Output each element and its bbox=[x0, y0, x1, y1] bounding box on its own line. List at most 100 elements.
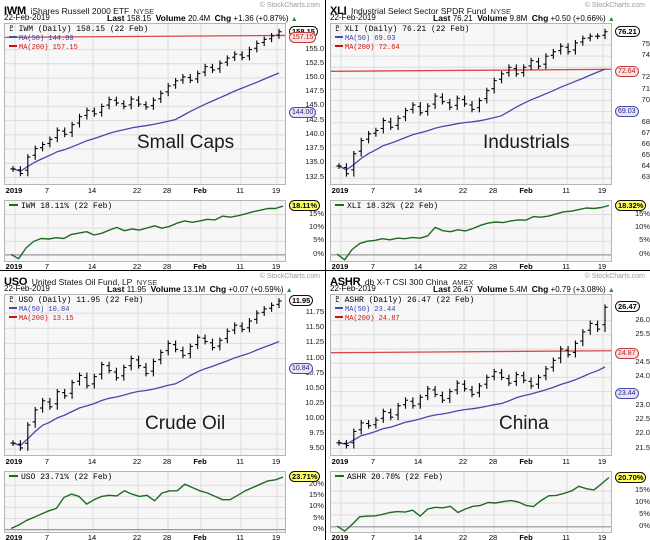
perf-plot-iwm[interactable]: IWM 18.11% (22 Feb) bbox=[4, 200, 286, 262]
perf-legend: IWM 18.11% (22 Feb) bbox=[9, 202, 112, 211]
x-tick: 19 bbox=[597, 533, 607, 540]
exchange-label: NYSE bbox=[490, 7, 511, 16]
y-tick: 72 bbox=[641, 72, 650, 82]
y-tick: 140.0 bbox=[305, 128, 324, 138]
y-tick: 10% bbox=[308, 222, 324, 231]
panel-header: USO United States Oil Fund, LP NYSE © Sto… bbox=[4, 272, 323, 296]
quote-date: 22-Feb-2019 bbox=[4, 284, 50, 293]
x-tick: 2019 bbox=[331, 457, 349, 466]
x-tick: 14 bbox=[87, 533, 97, 540]
y-tick: 11.75 bbox=[305, 307, 324, 317]
y-tick: 10.50 bbox=[305, 382, 324, 392]
panel-xli: XLI Industrial Select Sector SPDR Fund N… bbox=[325, 0, 650, 270]
perf-tag: 18.32% bbox=[615, 200, 647, 211]
price-plot-iwm[interactable]: ♇ IWM (Daily) 158.15 (22 Feb) MA(50) 144.… bbox=[4, 23, 286, 185]
perf-plot-ashr[interactable]: ASHR 20.70% (22 Feb) bbox=[330, 471, 612, 533]
chg-label: Chg bbox=[214, 13, 232, 23]
x-tick: 11 bbox=[236, 186, 244, 195]
x-tick: 2019 bbox=[5, 533, 23, 540]
x-tick: 7 bbox=[44, 533, 50, 540]
legend-ma200: MA(200) 13.15 bbox=[9, 315, 143, 325]
legend-ma200: MA(200) 157.15 bbox=[9, 44, 148, 54]
stockcharts-watermark: © StockCharts.com bbox=[259, 2, 320, 9]
price-plot-ashr[interactable]: ♇ ASHR (Daily) 26.47 (22 Feb) MA(50) 23.4… bbox=[330, 294, 612, 456]
y-tick: 10.00 bbox=[305, 412, 324, 422]
security-name: Industrial Select Sector SPDR Fund bbox=[350, 6, 487, 16]
volume-value: 9.8M bbox=[509, 14, 528, 23]
y-tick: 63 bbox=[641, 172, 650, 182]
x-tick: Feb bbox=[519, 457, 533, 466]
perf-legend: ASHR 20.70% (22 Feb) bbox=[335, 473, 443, 482]
x-tick: 7 bbox=[44, 186, 50, 195]
panel-header: IWM iShares Russell 2000 ETF NYSE © Stock… bbox=[4, 1, 323, 25]
perf-plot-xli[interactable]: XLI 18.32% (22 Feb) bbox=[330, 200, 612, 262]
y-tick: 9.75 bbox=[309, 428, 324, 437]
x-tick: 14 bbox=[87, 262, 97, 270]
price-legend: ♇ XLI (Daily) 76.21 (22 Feb) MA(50) 69.03… bbox=[335, 25, 469, 54]
security-name: iShares Russell 2000 ETF bbox=[30, 6, 130, 16]
y-tick: 132.5 bbox=[305, 171, 324, 181]
volume-value: 13.1M bbox=[182, 285, 206, 294]
perf-y-axis: 15% 10% 5% 0% bbox=[288, 200, 324, 262]
quote-date: 22-Feb-2019 bbox=[330, 13, 376, 22]
x-tick: 19 bbox=[597, 186, 607, 195]
x-tick: Feb bbox=[193, 457, 207, 466]
x-tick: 2019 bbox=[5, 262, 23, 270]
x-tick: 28 bbox=[162, 186, 172, 195]
y-tick: 5% bbox=[639, 508, 650, 518]
y-tick: 150.0 bbox=[305, 72, 324, 81]
y-tick: 155.0 bbox=[305, 43, 324, 53]
symbol-label: IWM bbox=[4, 5, 27, 17]
perf-plot-uso[interactable]: USO 23.71% (22 Feb) bbox=[4, 471, 286, 533]
legend-ma200: MA(200) 72.64 bbox=[335, 44, 469, 54]
ma50-tag: 10.84 bbox=[289, 363, 313, 375]
price-x-axis: 2019 7 14 22 28 Feb 11 19 bbox=[4, 186, 286, 197]
y-tick: 0% bbox=[313, 523, 324, 533]
ma50-tag: 23.44 bbox=[615, 388, 639, 400]
x-tick: Feb bbox=[193, 262, 207, 270]
last-price-tag: 76.21 bbox=[615, 25, 640, 37]
price-legend: ♇ IWM (Daily) 158.15 (22 Feb) MA(50) 144.… bbox=[9, 25, 148, 54]
x-tick: 28 bbox=[488, 457, 498, 466]
legend-ma50: MA(50) 10.84 bbox=[9, 306, 143, 316]
x-tick: 7 bbox=[370, 533, 376, 540]
y-tick: 24.5 bbox=[635, 357, 650, 367]
x-tick: 22 bbox=[132, 262, 142, 270]
stockcharts-watermark: © StockCharts.com bbox=[259, 273, 320, 280]
quote-date: 22-Feb-2019 bbox=[4, 13, 50, 22]
volume-label: Volume bbox=[477, 13, 508, 23]
x-tick: 22 bbox=[458, 533, 468, 540]
price-x-axis: 2019 7 14 22 28 Feb 11 19 bbox=[330, 457, 612, 468]
x-tick: Feb bbox=[519, 186, 533, 195]
last-label: Last bbox=[107, 13, 125, 23]
y-tick: 21.5 bbox=[635, 442, 650, 452]
perf-legend: XLI 18.32% (22 Feb) bbox=[335, 202, 438, 211]
ma200-tag: 157.15 bbox=[289, 32, 317, 44]
exchange-label: NYSE bbox=[136, 278, 158, 287]
perf-x-axis: 2019 7 14 22 28 Feb 11 19 bbox=[4, 262, 286, 270]
x-tick: 7 bbox=[370, 262, 376, 270]
price-y-axis: 11.75 11.50 11.25 11.00 10.75 10.50 10.25 10.00… bbox=[288, 294, 324, 456]
price-plot-xli[interactable]: ♇ XLI (Daily) 76.21 (22 Feb) MA(50) 69.03… bbox=[330, 23, 612, 185]
x-tick: 7 bbox=[370, 457, 376, 466]
y-tick: 10.75 bbox=[305, 367, 324, 377]
security-name: United States Oil Fund, LP bbox=[31, 277, 133, 287]
x-tick: 2019 bbox=[331, 262, 349, 270]
x-tick: 22 bbox=[132, 186, 142, 195]
y-tick: 147.5 bbox=[305, 86, 324, 96]
y-tick: 10% bbox=[634, 497, 650, 506]
x-tick: 14 bbox=[87, 186, 97, 195]
x-tick: 2019 bbox=[5, 457, 23, 466]
perf-tag: 20.70% bbox=[615, 471, 647, 483]
y-tick: 5% bbox=[313, 512, 324, 522]
x-tick: 11 bbox=[562, 262, 570, 270]
price-plot-uso[interactable]: ♇ USO (Daily) 11.95 (22 Feb) MA(50) 10.84… bbox=[4, 294, 286, 456]
volume-label: Volume bbox=[477, 284, 508, 294]
y-tick: 65 bbox=[641, 150, 650, 159]
x-tick: Feb bbox=[519, 262, 533, 270]
perf-x-axis: 2019 7 14 22 28 Feb 11 19 bbox=[4, 533, 286, 540]
y-tick: 15% bbox=[634, 208, 650, 218]
y-tick: 15% bbox=[308, 208, 324, 218]
y-tick: 67 bbox=[641, 127, 650, 137]
